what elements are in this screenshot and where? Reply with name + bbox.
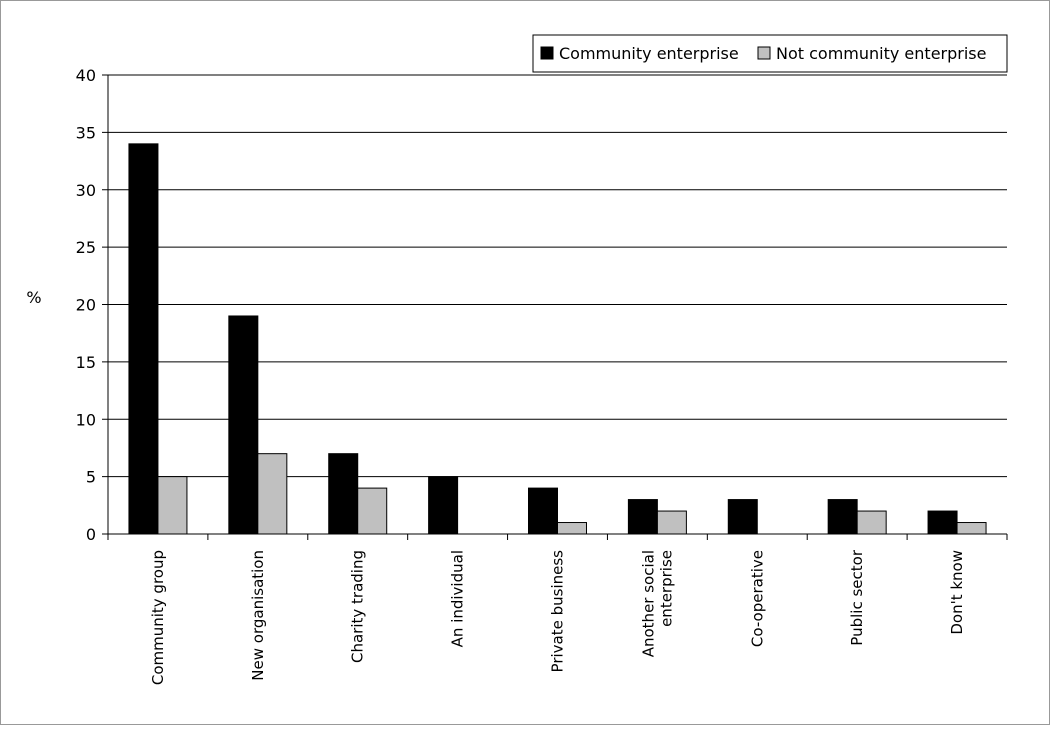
bar-not-community: [856, 510, 887, 535]
bar-community: [528, 487, 558, 535]
x-category-label: Community group: [149, 550, 167, 685]
y-tick-label: 0: [86, 525, 96, 544]
y-tick-label: 40: [76, 66, 96, 85]
y-tick-label: 5: [86, 468, 96, 487]
bar-community: [627, 499, 658, 535]
y-tick-label: 35: [76, 123, 96, 142]
x-category-label: An individual: [449, 550, 467, 647]
x-category-label: Charity trading: [349, 550, 367, 663]
x-category-label: Public sector: [848, 549, 866, 646]
legend-label: Community enterprise: [559, 44, 739, 63]
y-tick-label: 15: [76, 353, 96, 372]
y-axis-label: %: [26, 288, 41, 307]
bar-community: [827, 499, 858, 535]
labels: 0 5 10 15 20 25 30 35 40% Community group New orga…: [26, 66, 966, 685]
bar-not-community: [157, 476, 188, 535]
bar-not-community: [656, 510, 687, 535]
x-category-label: New organisation: [249, 550, 267, 681]
bar-community: [428, 476, 459, 535]
bar-not-community: [956, 522, 987, 535]
bars: [128, 143, 987, 535]
axes: [102, 74, 1008, 540]
legend-swatch: [540, 46, 554, 60]
x-category-label: Co-operative: [748, 550, 766, 647]
x-category-label: Private business: [549, 550, 567, 673]
bar-not-community: [557, 522, 587, 535]
legend-label: Not community enterprise: [776, 44, 986, 63]
bar-not-community: [357, 487, 388, 535]
x-category-label: Don't know: [948, 550, 966, 635]
y-tick-label: 10: [76, 410, 96, 429]
y-tick-label: 25: [76, 238, 96, 257]
bar-community: [328, 453, 359, 535]
legend: Community enterprise Not community enterp…: [532, 34, 1008, 73]
bar-not-community: [257, 453, 288, 535]
bar-community: [228, 315, 259, 535]
y-tick-label: 20: [76, 296, 96, 315]
bar-community: [128, 143, 159, 535]
bar-community: [927, 510, 958, 535]
bar-community: [727, 499, 758, 535]
x-category-label: Another socialenterprise: [639, 550, 675, 657]
y-tick-label: 30: [76, 181, 96, 200]
legend-swatch: [757, 46, 771, 60]
